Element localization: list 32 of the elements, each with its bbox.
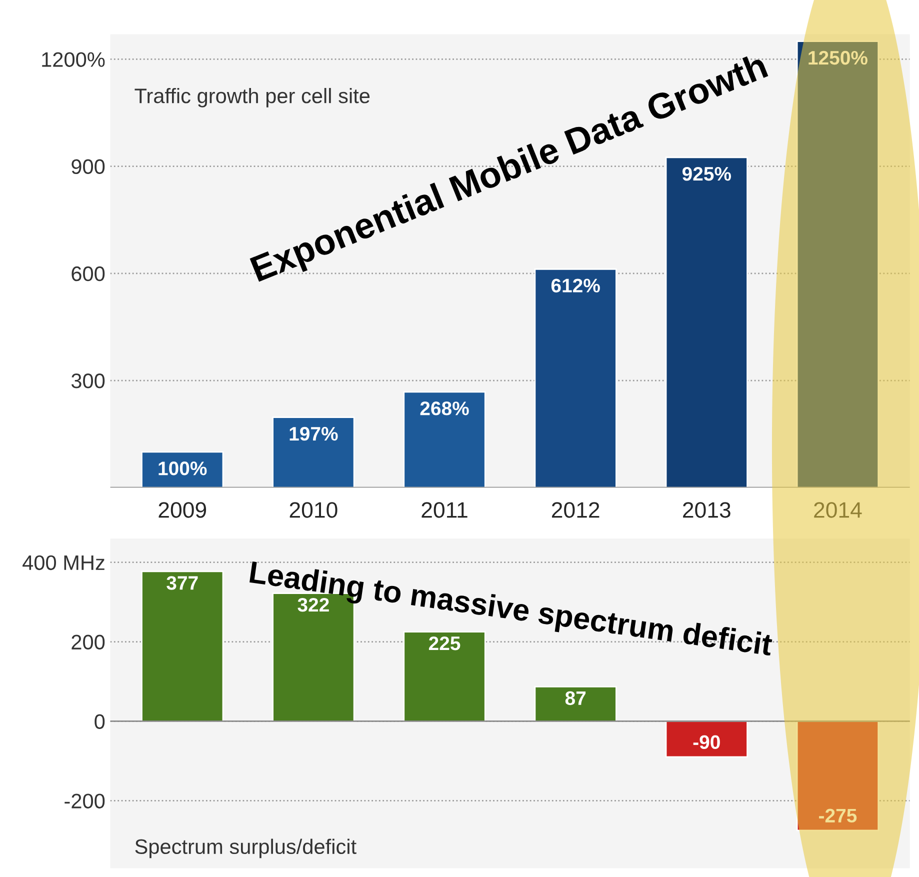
data-label: 377 xyxy=(166,576,198,590)
x-tick-label: 2014 xyxy=(814,502,862,518)
y-tick-label: 600 xyxy=(72,266,105,282)
x-tick-label: 2013 xyxy=(683,502,730,518)
data-label: -275 xyxy=(819,808,857,823)
y-tick-label: 900 xyxy=(72,159,105,174)
x-tick-label: 2011 xyxy=(422,502,468,518)
y-tick-label: 1200% xyxy=(42,52,105,67)
x-tick-label: 2010 xyxy=(290,502,338,518)
x-tick-label: 2009 xyxy=(158,502,206,518)
y-tick-label: 400 MHz xyxy=(22,555,104,570)
data-label: -90 xyxy=(693,735,720,750)
data-label: 268% xyxy=(420,402,469,416)
y-tick-label: 200 xyxy=(72,634,105,650)
x-tick-label: 2012 xyxy=(552,502,600,518)
data-label: 925% xyxy=(682,166,732,181)
annotation: Spectrum surplus/deficit xyxy=(135,838,356,858)
data-label: 612% xyxy=(551,278,600,292)
annotation: Traffic growth per cell site xyxy=(134,88,370,108)
data-label: 87 xyxy=(565,691,586,706)
y-tick-label: 300 xyxy=(71,374,105,388)
data-label: 197% xyxy=(290,426,338,441)
bar xyxy=(141,570,224,722)
bar xyxy=(665,720,748,758)
bar xyxy=(534,686,617,722)
bar xyxy=(796,720,880,832)
data-label: 100% xyxy=(158,461,207,476)
y-tick-label: -200 xyxy=(64,794,105,808)
data-label: 1250% xyxy=(808,50,868,65)
bar xyxy=(403,631,486,722)
data-label: 225 xyxy=(428,636,460,650)
y-tick-label: 0 xyxy=(94,714,105,729)
